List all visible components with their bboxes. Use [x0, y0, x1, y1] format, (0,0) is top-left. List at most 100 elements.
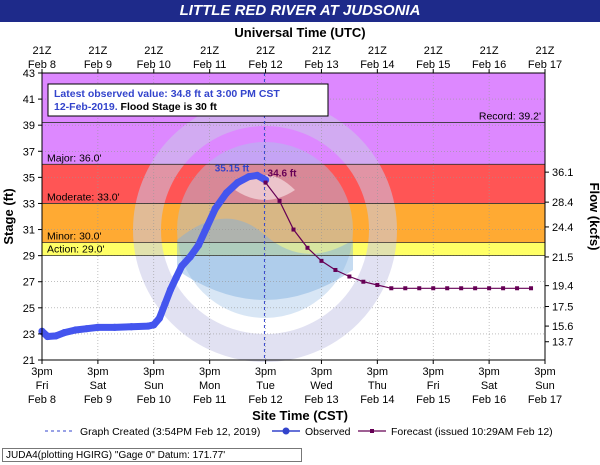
x-axis-title: Site Time (CST) — [252, 408, 348, 423]
bottom-tick-day: Fri — [427, 380, 440, 392]
top-tick-date: Feb 11 — [193, 59, 226, 71]
observed-point — [178, 262, 186, 270]
forecast-point — [501, 286, 506, 291]
bottom-tick-date: Feb 17 — [528, 394, 562, 406]
top-tick-hour: 21Z — [480, 45, 499, 57]
legend-observed-label: Observed — [305, 426, 351, 438]
bottom-tick-time: 3pm — [478, 366, 499, 378]
bottom-tick-time: 3pm — [87, 366, 108, 378]
bottom-tick-date: Feb 13 — [304, 394, 338, 406]
observed-point — [222, 189, 231, 197]
observed-point — [161, 300, 169, 308]
bottom-tick-day: Thu — [368, 380, 387, 392]
observed-point — [186, 253, 194, 261]
bottom-tick-time: 3pm — [31, 366, 52, 378]
observed-point — [83, 325, 91, 333]
noaa-seal-gull — [235, 175, 295, 200]
y-tick-label: 35 — [23, 172, 35, 184]
flood-category-label: Minor: 30.0' — [47, 231, 102, 243]
legend-forecast-marker — [370, 429, 374, 433]
y-tick-label: 29 — [23, 251, 35, 263]
plot-border — [41, 72, 546, 361]
chart-title: LITTLE RED RIVER AT JUDSONIA — [0, 0, 600, 22]
y2-tick-label: 21.5 — [552, 252, 573, 264]
forecast-point — [515, 286, 520, 291]
bottom-tick-day: Fri — [36, 380, 49, 392]
observed-point — [203, 223, 211, 231]
forecast-point — [347, 274, 352, 279]
top-tick-date: Feb 12 — [248, 59, 282, 71]
y-tick-label: 25 — [23, 303, 35, 315]
legend-forecast-label: Forecast (issued 10:29AM Feb 12) — [391, 426, 553, 438]
forecast-point — [305, 245, 310, 250]
y2-tick-label: 15.6 — [552, 321, 573, 333]
bottom-tick-date: Feb 14 — [360, 394, 394, 406]
top-tick-date: Feb 14 — [360, 59, 394, 71]
top-tick-hour: 21Z — [312, 45, 331, 57]
top-tick-date: Feb 16 — [472, 59, 506, 71]
forecast-point — [375, 282, 380, 287]
y-tick-label: 27 — [23, 277, 35, 289]
latest-value-line1: Latest observed value: 34.8 ft at 3:00 P… — [54, 88, 280, 100]
y2-axis-title: Flow (kcfs) — [587, 183, 600, 251]
noaa-seal-disc — [177, 142, 353, 318]
y-tick-label: 23 — [23, 329, 35, 341]
observed-point — [71, 326, 80, 334]
forecast-point — [389, 286, 394, 291]
top-tick-date: Feb 10 — [137, 59, 171, 71]
y-tick-label: 33 — [23, 198, 35, 210]
observed-point — [234, 178, 242, 187]
legend-observed-marker — [282, 427, 290, 435]
top-tick-hour: 21Z — [424, 45, 443, 57]
observed-point — [253, 171, 261, 180]
forecast-point — [319, 258, 324, 263]
y2-tick-label: 24.4 — [552, 222, 573, 234]
annotations: Action: 29.0'Minor: 30.0' Moderate: 33.0'… — [47, 83, 541, 256]
forecast-start-label: 34.6 ft — [268, 169, 298, 180]
forecast-point — [529, 286, 534, 291]
observed-point — [52, 332, 60, 340]
y2-tick-label: 13.7 — [552, 337, 573, 349]
observed-point — [194, 241, 203, 249]
bottom-tick-time: 3pm — [199, 366, 220, 378]
bottom-tick-date: Feb 8 — [28, 394, 56, 406]
bottom-tick-time: 3pm — [143, 366, 164, 378]
noaa-seal-wave — [177, 218, 353, 300]
observed-point — [172, 274, 180, 282]
series-lines — [38, 73, 534, 360]
top-tick-date: Feb 9 — [84, 59, 112, 71]
observed-point — [127, 323, 136, 331]
bottom-tick-date: Feb 9 — [84, 394, 112, 406]
y2-tick-label: 28.4 — [552, 197, 573, 209]
flood-category-label: Major: 36.0' — [47, 152, 102, 164]
observed-point — [111, 323, 119, 331]
top-tick-date: Feb 17 — [528, 59, 562, 71]
observed-point — [43, 332, 52, 341]
forecast-point — [473, 286, 478, 291]
top-tick-hour: 21Z — [200, 45, 219, 57]
bottom-tick-day: Wed — [310, 380, 332, 392]
y-tick-label: 21 — [23, 355, 35, 367]
flood-band-2 — [42, 164, 545, 204]
y-tick-label: 37 — [23, 146, 35, 158]
flood-band-1 — [42, 203, 545, 243]
observed-point — [166, 285, 175, 294]
top-tick-hour: 21Z — [536, 45, 555, 57]
y-tick-label: 39 — [23, 120, 35, 132]
bottom-tick-time: 3pm — [311, 366, 332, 378]
bottom-tick-time: 3pm — [367, 366, 388, 378]
datum-footer: JUDA4(plotting HGIRG) "Gage 0" Datum: 17… — [2, 448, 302, 462]
record-label: Record: 39.2' — [479, 111, 541, 123]
noaa-watermark — [133, 98, 397, 362]
observed-point — [211, 205, 219, 213]
bottom-tick-time: 3pm — [534, 366, 555, 378]
bottom-tick-date: Feb 15 — [416, 394, 450, 406]
y2-tick-label: 17.5 — [552, 302, 573, 314]
top-tick-date: Feb 13 — [304, 59, 338, 71]
latest-value-box — [47, 83, 329, 117]
forecast-point — [361, 279, 366, 284]
legend: Graph Created (3:54PM Feb 12, 2019) Obser… — [45, 426, 553, 438]
top-tick-date: Feb 8 — [28, 59, 56, 71]
bottom-tick-day: Tue — [256, 380, 275, 392]
